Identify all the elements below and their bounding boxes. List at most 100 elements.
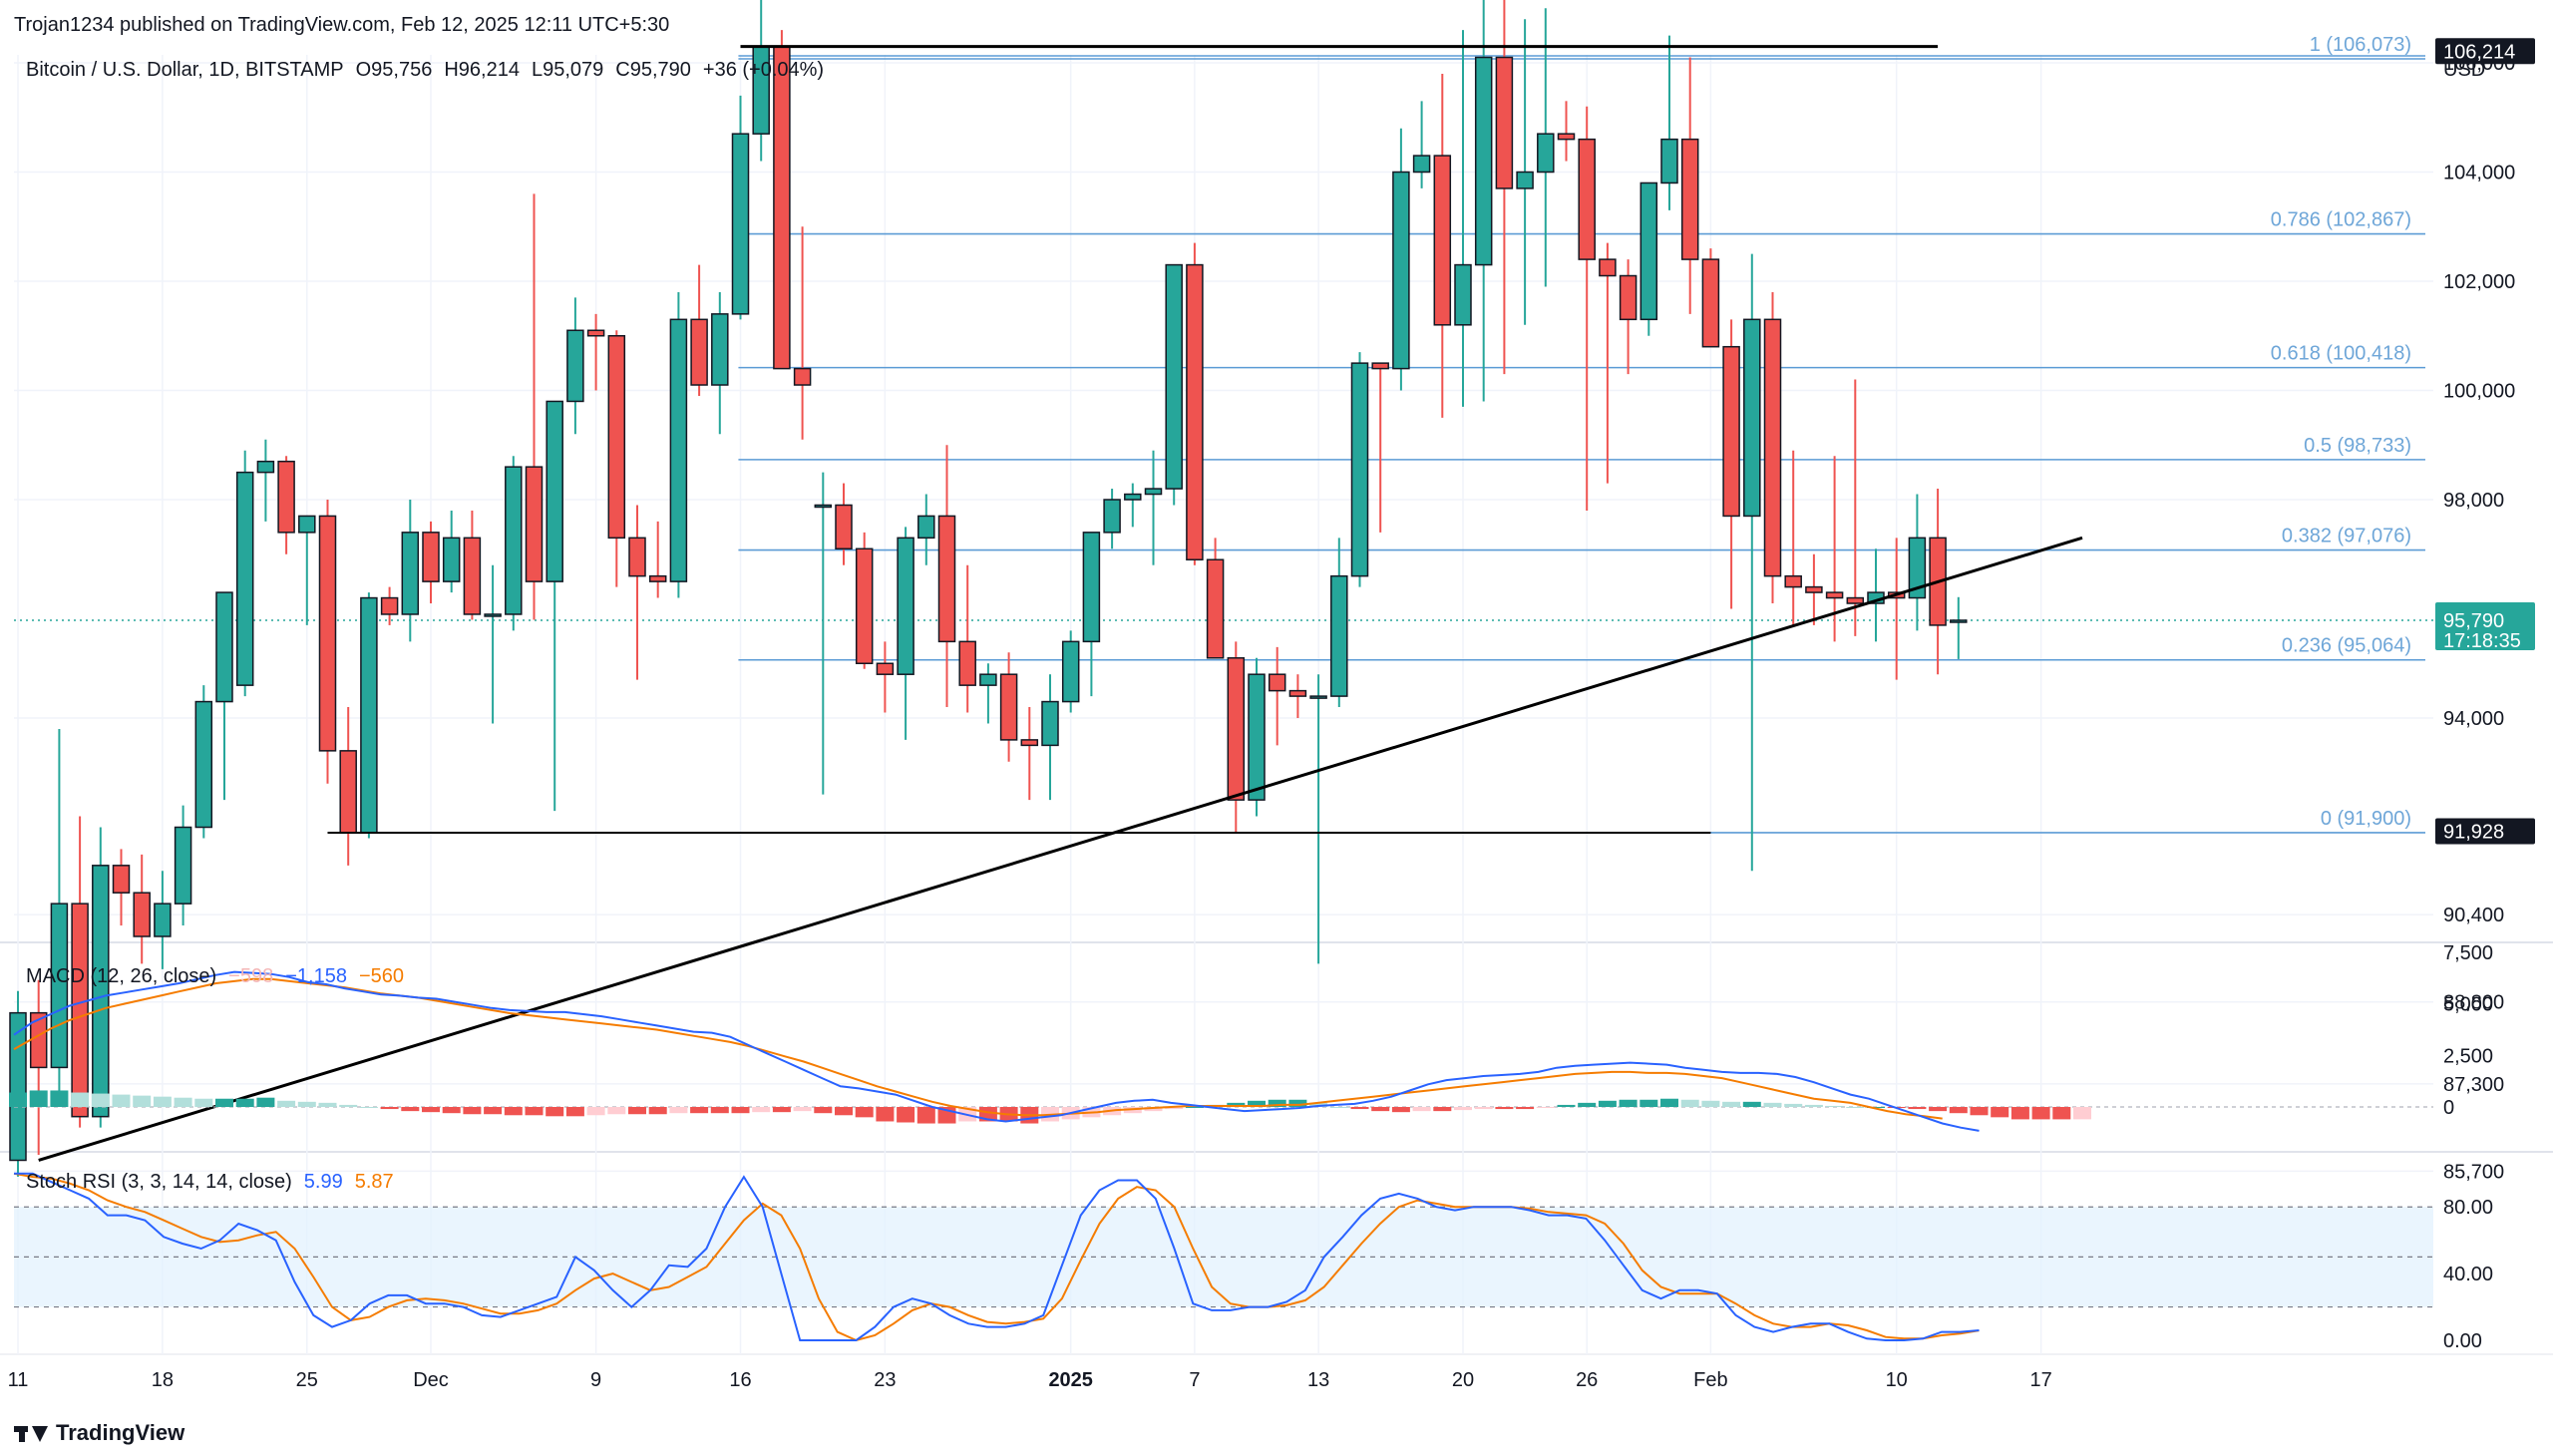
candle-body bbox=[1433, 155, 1452, 326]
macd-histogram-bar bbox=[235, 1098, 254, 1107]
macd-histogram-bar bbox=[1640, 1099, 1658, 1107]
stoch-d-line bbox=[13, 1172, 1980, 1342]
price-axis[interactable]: USD114,000112,000110,000108,000106,00010… bbox=[26, 0, 2535, 1183]
candle-body bbox=[112, 865, 131, 894]
macd-histogram-bar bbox=[1144, 1107, 1163, 1112]
macd-histogram-bar bbox=[442, 1107, 461, 1114]
candle-body bbox=[1537, 133, 1555, 174]
candle-body bbox=[1557, 133, 1576, 141]
candle-body bbox=[690, 318, 708, 386]
candle-body bbox=[999, 673, 1018, 741]
candle bbox=[1061, 630, 1080, 713]
macd-histogram-bar bbox=[463, 1107, 482, 1115]
macd-histogram-bar bbox=[484, 1107, 503, 1115]
candle-body bbox=[1186, 263, 1204, 560]
time-tick-label: 26 bbox=[1576, 1369, 1598, 1391]
candle bbox=[628, 505, 646, 680]
candle bbox=[194, 685, 213, 839]
candle bbox=[773, 30, 791, 370]
candle-body bbox=[277, 460, 295, 534]
fibonacci-retracement[interactable]: 1.414 (112,562)1.272 (110,293)1 (106,073… bbox=[738, 0, 2425, 834]
macd-histogram-bar bbox=[1680, 1099, 1699, 1107]
candle bbox=[1660, 35, 1678, 210]
candle-body bbox=[1309, 695, 1327, 699]
stoch-rsi-pane[interactable]: 80.00 40.00 0.00 Stoch RSI (3, 3, 14, 14, c… bbox=[13, 1171, 2493, 1352]
macd-tick-label: 2,500 bbox=[2443, 1045, 2493, 1067]
candle-body bbox=[29, 1011, 48, 1069]
macd-histogram-bar bbox=[1495, 1107, 1514, 1110]
candle bbox=[1846, 379, 1865, 636]
candle-body bbox=[235, 471, 254, 686]
candle bbox=[1020, 707, 1039, 801]
time-tick-label: Feb bbox=[1693, 1369, 1727, 1391]
candle bbox=[855, 532, 874, 669]
candle-body bbox=[360, 596, 378, 834]
price-tick-label: 85,700 bbox=[2443, 1161, 2504, 1183]
candle bbox=[1330, 538, 1348, 708]
footer-brand[interactable]: TradingView bbox=[14, 1420, 184, 1446]
fib-level-label: 0.382 (97,076) bbox=[2282, 526, 2411, 547]
macd-histogram-bar bbox=[897, 1107, 915, 1123]
macd-histogram-bar bbox=[1474, 1107, 1493, 1110]
macd-histogram-bar bbox=[318, 1102, 337, 1107]
macd-histogram-bar bbox=[1929, 1107, 1948, 1112]
candle bbox=[277, 456, 295, 554]
candle-body bbox=[607, 335, 626, 540]
candle bbox=[484, 564, 502, 724]
candle-body bbox=[133, 892, 151, 937]
candle-body bbox=[1763, 318, 1782, 577]
candle bbox=[1537, 8, 1555, 287]
candle bbox=[1680, 57, 1699, 314]
macd-pane[interactable]: 7,500 5,000 2,500 0 MACD (12, 26, close) −598… bbox=[9, 942, 2493, 1132]
macd-histogram-bar bbox=[504, 1107, 523, 1116]
candle-body bbox=[546, 400, 563, 582]
price-tick-label: 94,000 bbox=[2443, 708, 2504, 730]
candle-body bbox=[1248, 673, 1266, 801]
candle-body bbox=[586, 329, 605, 337]
macd-histogram-bar bbox=[731, 1107, 750, 1114]
macd-signal-line bbox=[13, 977, 1943, 1120]
currency-label: USD bbox=[2443, 59, 2485, 81]
macd-histogram-bar bbox=[380, 1107, 399, 1110]
macd-histogram-bar bbox=[1619, 1099, 1638, 1107]
macd-histogram-bar bbox=[1722, 1101, 1741, 1107]
candle bbox=[1103, 489, 1121, 549]
candle-body bbox=[897, 537, 914, 675]
candle-body bbox=[814, 504, 833, 509]
candle-body bbox=[1020, 739, 1039, 747]
macd-histogram-bar bbox=[174, 1097, 192, 1107]
time-tick-label: 2025 bbox=[1048, 1369, 1093, 1391]
price-badge: 106,214 bbox=[2435, 38, 2535, 65]
candle bbox=[1350, 352, 1369, 587]
badge-bg bbox=[2435, 601, 2535, 650]
stoch-legend-value: 5.87 bbox=[355, 1171, 394, 1193]
candle-body bbox=[442, 537, 461, 582]
macd-histogram-bar bbox=[710, 1107, 729, 1114]
candle-body bbox=[773, 45, 791, 370]
macd-histogram-bar bbox=[1350, 1107, 1369, 1110]
macd-tick-label: 5,000 bbox=[2443, 994, 2493, 1016]
candle bbox=[235, 450, 254, 697]
candle bbox=[525, 193, 544, 620]
time-tick-label: Dec bbox=[413, 1369, 449, 1391]
macd-histogram-bar bbox=[546, 1107, 564, 1117]
drawn-lines[interactable] bbox=[38, 45, 2083, 1162]
badge-label: 106,214 bbox=[2443, 41, 2515, 63]
macd-legend: MACD (12, 26, close) −598 −1,158 −560 bbox=[26, 965, 404, 987]
candle bbox=[876, 641, 895, 713]
candle bbox=[1578, 106, 1596, 511]
candle bbox=[1784, 450, 1802, 625]
time-tick-label: 7 bbox=[1189, 1369, 1200, 1391]
macd-histogram-bar bbox=[1268, 1099, 1286, 1107]
badge-label: 91,928 bbox=[2443, 821, 2504, 843]
candle-body bbox=[566, 329, 584, 403]
fib-level-label: 0.786 (102,867) bbox=[2271, 209, 2411, 231]
time-axis[interactable]: 11 18 25 Dec 9 16 23 2025 7 13 20 26 Feb 10 17 bbox=[8, 1369, 2052, 1391]
macd-histogram-bar bbox=[1970, 1107, 1989, 1116]
macd-histogram-bar bbox=[876, 1107, 895, 1122]
candles[interactable] bbox=[9, 0, 1968, 1177]
candle bbox=[958, 564, 976, 713]
candle bbox=[463, 510, 482, 620]
